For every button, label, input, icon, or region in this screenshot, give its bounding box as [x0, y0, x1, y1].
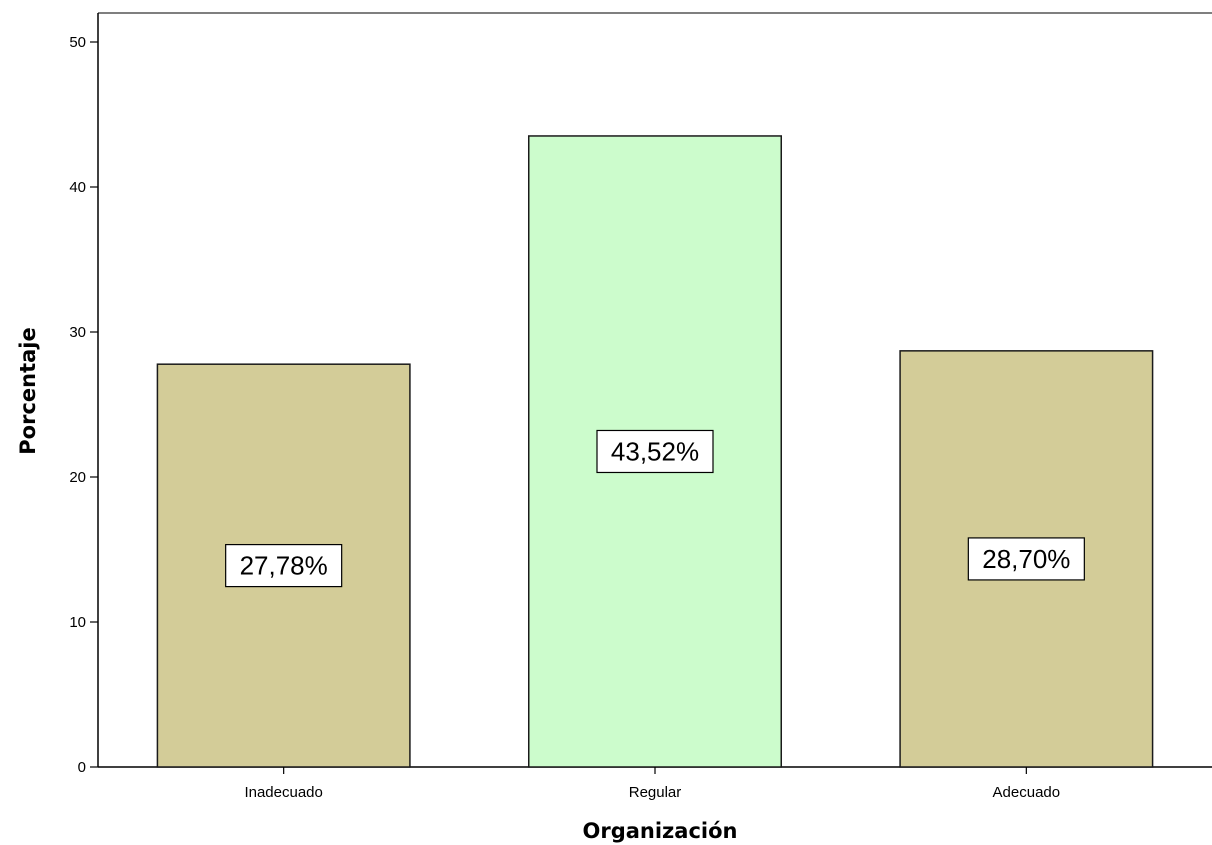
y-tick-label: 10	[69, 614, 86, 631]
x-axis-title: Organización	[583, 819, 738, 843]
y-tick-label: 30	[69, 324, 86, 341]
y-tick-label: 20	[69, 469, 86, 486]
x-axis-tick-labels: Inadecuado Regular Adecuado	[244, 767, 1060, 801]
bars: 27,78% 43,52% 28,70%	[156, 135, 1154, 768]
data-label-box	[967, 537, 1085, 581]
data-label-box	[225, 543, 343, 588]
data-label: 27,78%	[240, 551, 328, 581]
bar-inadecuado	[156, 363, 411, 768]
y-tick-label: 0	[78, 759, 86, 776]
data-label: 43,52%	[611, 436, 699, 466]
data-label: 28,70%	[982, 544, 1070, 574]
x-tick-label: Adecuado	[993, 784, 1061, 801]
y-axis-title: Porcentaje	[16, 327, 40, 454]
y-axis-ticks: 0 10 20 30 40 50	[69, 34, 98, 776]
y-tick-label: 40	[69, 179, 86, 196]
x-tick-label: Inadecuado	[244, 784, 322, 801]
data-label-box	[596, 429, 714, 474]
y-tick-label: 50	[69, 34, 86, 51]
x-tick-label: Regular	[629, 784, 682, 801]
